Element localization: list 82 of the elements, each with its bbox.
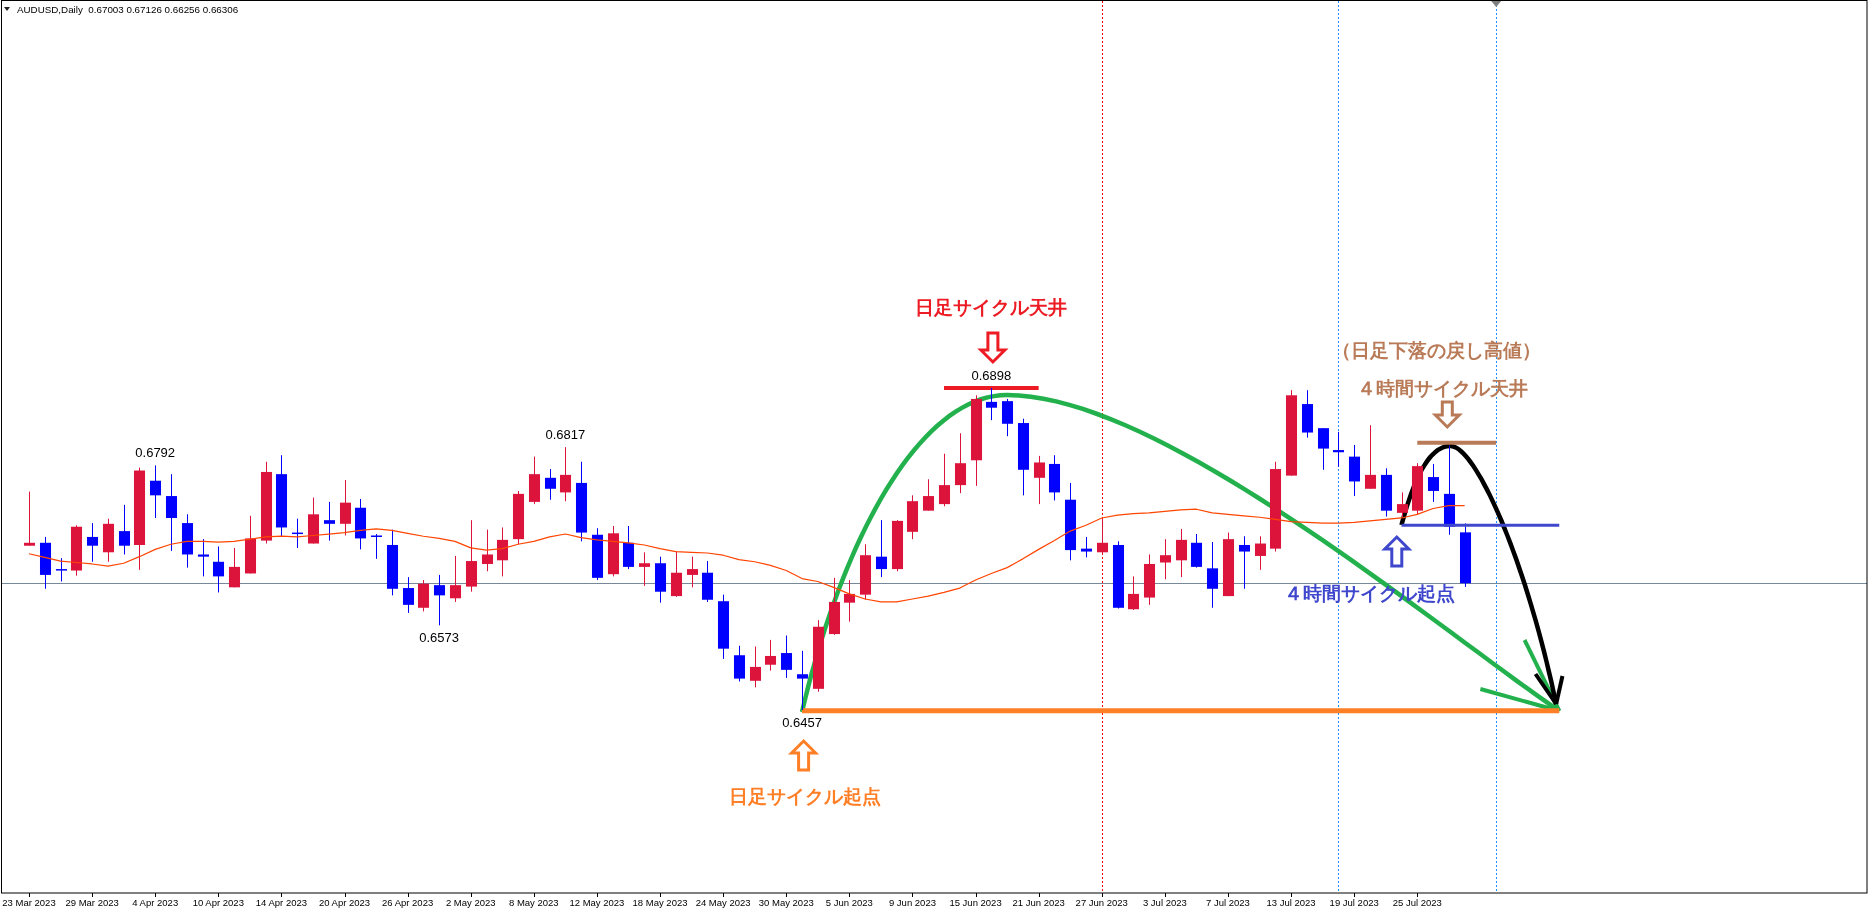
- candlestick: [670, 551, 683, 598]
- text: （日足下落の戻し高値）: [1331, 339, 1541, 361]
- x-tick-label: 8 May 2023: [509, 897, 559, 908]
- x-tick-label: 26 Apr 2023: [382, 897, 434, 908]
- x-tick-label: 3 Jul 2023: [1142, 897, 1187, 908]
- candlestick: [23, 491, 36, 547]
- candlestick: [118, 504, 131, 555]
- x-tick-label: 7 Jul 2023: [1206, 897, 1250, 908]
- candlestick: [1175, 528, 1188, 578]
- candlestick: [1396, 491, 1409, 518]
- candlestick: [1317, 427, 1330, 471]
- candlestick: [1159, 538, 1172, 580]
- candlestick: [1206, 541, 1219, 609]
- x-tick-label: 12 May 2023: [569, 897, 625, 908]
- candlestick: [938, 453, 951, 507]
- annotation: ４時間サイクル起点: [1284, 582, 1456, 604]
- candlestick: [339, 479, 352, 536]
- x-tick-label: 19 Jul 2023: [1329, 897, 1379, 908]
- candlestick: [433, 574, 446, 626]
- annotation: 0.6792: [135, 445, 176, 461]
- text: 日足サイクル起点: [729, 785, 882, 807]
- candlestick: [780, 635, 793, 679]
- x-tick-label: 15 Jun 2023: [949, 897, 1002, 908]
- x-tick-label: 29 Mar 2023: [65, 897, 119, 908]
- candlestick: [733, 645, 746, 683]
- candlestick: [228, 547, 241, 588]
- candlestick: [638, 551, 651, 587]
- candlestick: [55, 557, 68, 582]
- x-tick-label: 13 Jul 2023: [1266, 897, 1316, 908]
- candlestick: [1033, 455, 1046, 505]
- candlestick: [1238, 535, 1251, 590]
- annotation: 0.6457: [782, 715, 822, 730]
- x-tick-label: 23 Mar 2023: [2, 897, 56, 908]
- candlestick: [985, 387, 998, 421]
- candlestick: [197, 538, 210, 577]
- x-tick-label: 10 Apr 2023: [192, 897, 244, 908]
- candlestick: [843, 579, 856, 623]
- candlestick: [149, 464, 162, 519]
- candlestick: [86, 522, 99, 563]
- candlestick: [796, 650, 809, 711]
- candlestick: [165, 473, 178, 552]
- x-tick-label: 25 Jul 2023: [1392, 897, 1442, 908]
- candlestick: [764, 639, 777, 672]
- candlestick: [1254, 535, 1267, 571]
- candlestick: [686, 556, 699, 588]
- candlestick: [323, 501, 336, 542]
- annotation: 0.6898: [971, 368, 1012, 383]
- candlestick: [212, 545, 225, 593]
- candlestick: [1096, 516, 1109, 555]
- chart-title: AUDUSD,Daily 0.67003 0.67126 0.66256 0.66306: [17, 4, 239, 15]
- x-tick-label: 20 Apr 2023: [318, 897, 371, 908]
- x-tick-label: 21 Jun 2023: [1012, 897, 1065, 908]
- candlestick: [402, 576, 415, 614]
- candlestick: [544, 468, 557, 501]
- candlestick: [370, 533, 383, 560]
- annotation: 0.6817: [545, 427, 586, 443]
- candlestick: [954, 432, 967, 494]
- candlestick: [1364, 424, 1377, 490]
- candlestick: [749, 645, 762, 688]
- candlestick: [449, 555, 462, 603]
- x-tick-label: 14 Apr 2023: [255, 897, 308, 908]
- x-tick-label: 18 May 2023: [632, 897, 688, 908]
- x-tick-label: 2 May 2023: [445, 897, 496, 908]
- x-tick-label: 5 Jun 2023: [825, 897, 873, 908]
- x-tick-label: 30 May 2023: [758, 897, 814, 908]
- candlestick: [1427, 463, 1440, 503]
- annotation: 0.6573: [419, 630, 460, 646]
- candlestick: [1001, 398, 1014, 437]
- candlestick: [496, 526, 509, 577]
- candlestick: [875, 519, 888, 578]
- candlestick: [481, 529, 494, 572]
- candlestick: [922, 478, 935, 512]
- candlestick: [1332, 431, 1345, 468]
- x-tick-label: 27 Jun 2023: [1075, 897, 1128, 908]
- x-tick-label: 9 Jun 2023: [888, 897, 936, 908]
- candlestick: [559, 446, 572, 502]
- x-tick-label: 24 May 2023: [695, 897, 751, 908]
- annotation: ４時間サイクル天井: [1357, 377, 1529, 399]
- text: 日足サイクル天井: [915, 296, 1068, 318]
- candlestick: [1080, 536, 1093, 558]
- candlestick: [1127, 575, 1140, 611]
- x-tick-label: 4 Apr 2023: [132, 897, 179, 908]
